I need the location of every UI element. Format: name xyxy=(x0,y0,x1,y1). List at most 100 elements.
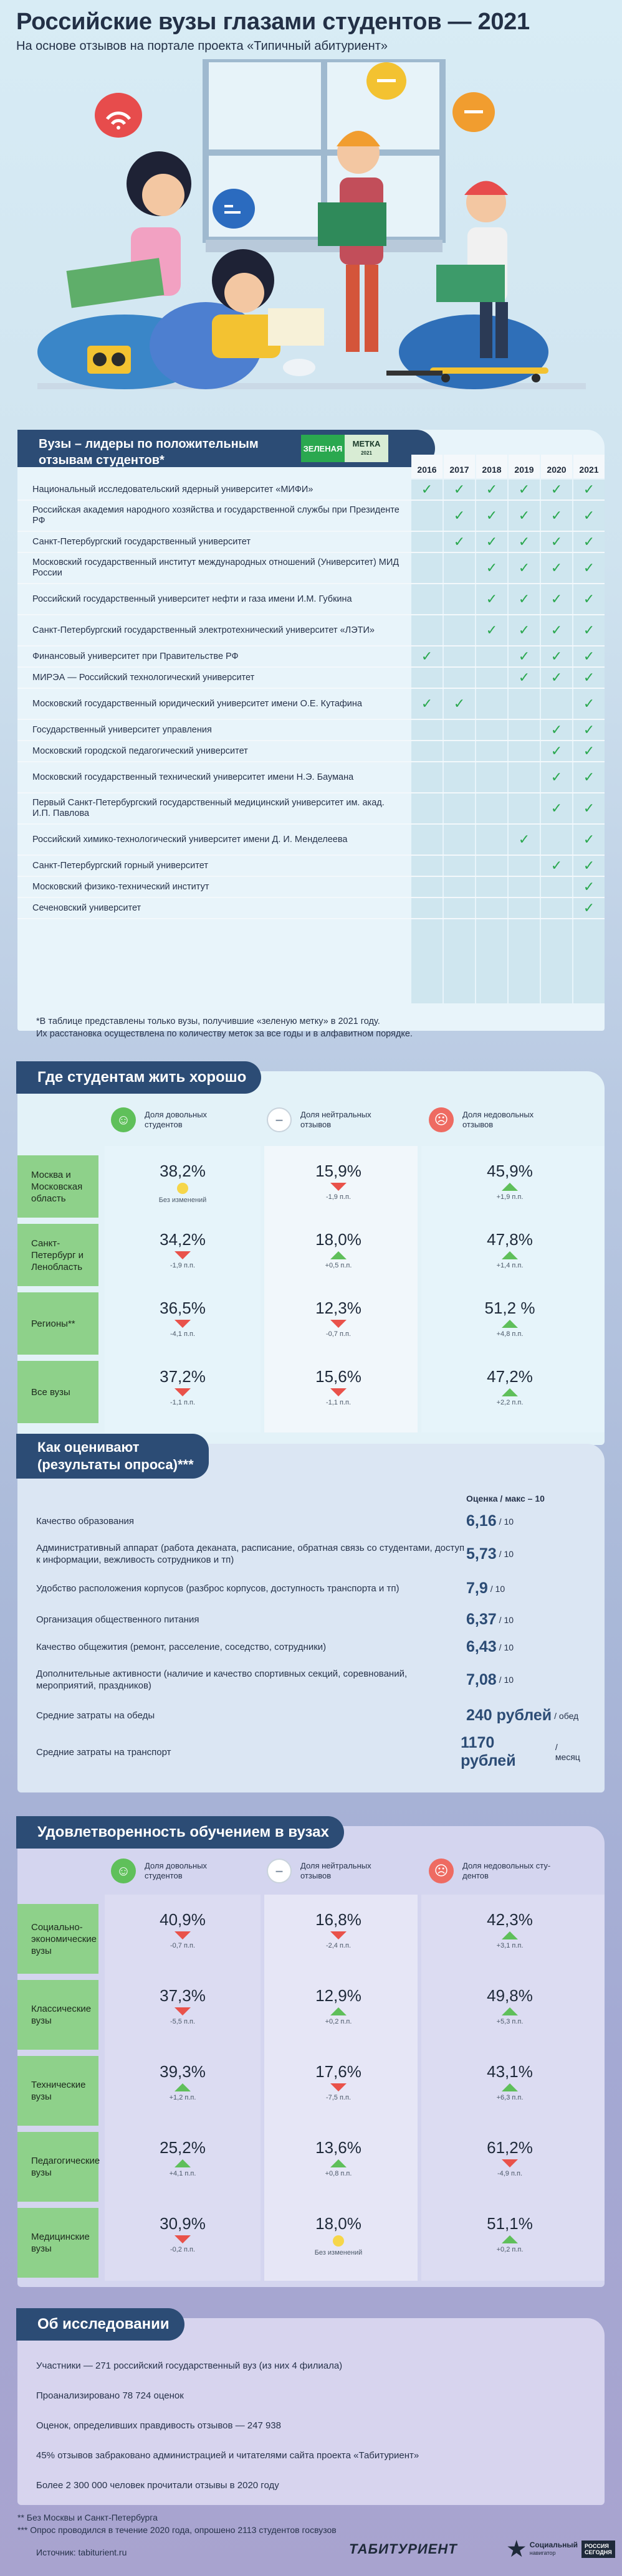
value-cell-pos: 30,9% -0,2 п.п. xyxy=(127,2214,239,2253)
badge-year: 2021 xyxy=(361,450,372,456)
percent-value: 51,1% xyxy=(487,2214,533,2233)
percent-value: 37,2% xyxy=(160,1367,206,1386)
page-subtitle: На основе отзывов на портале проекта «Ти… xyxy=(16,39,388,53)
survey-unit: / 10 xyxy=(499,1614,514,1625)
value-cell-pos: 38,2% Без изменений xyxy=(127,1162,239,1204)
percent-value: 37,3% xyxy=(160,1986,206,2005)
row-label: Медицинские вузы xyxy=(17,2208,98,2278)
leaders-title-line2: отзывам студентов* xyxy=(39,453,165,467)
check-icon: ✓ xyxy=(486,591,498,607)
empty-mark xyxy=(444,724,475,736)
survey-unit: / 10 xyxy=(499,1516,514,1527)
check-icon: ✓ xyxy=(518,831,530,847)
check-icon: ✓ xyxy=(518,481,530,497)
university-name: Московский государственный юридический у… xyxy=(32,698,362,709)
empty-mark xyxy=(411,724,443,736)
satisfaction-title: Удовлетворенность обучением в вузах xyxy=(16,1816,344,1849)
value-cell-neg: 51,1% +0,2 п.п. xyxy=(454,2214,566,2253)
survey-criterion: Административный аппарат (работа деканат… xyxy=(36,1543,465,1565)
university-name: Московский государственный технический у… xyxy=(32,772,354,782)
down-arrow-icon xyxy=(330,1183,347,1191)
row-label: Педагогические вузы xyxy=(17,2132,100,2202)
empty-mark xyxy=(411,833,443,846)
social-navigator-logo: Социальный навигатор РОССИЯ СЕГОДНЯ xyxy=(507,2540,615,2559)
survey-score: 5,73 xyxy=(466,1545,497,1563)
percent-value: 36,5% xyxy=(160,1299,206,1317)
up-arrow-icon xyxy=(502,2235,518,2243)
percent-value: 16,8% xyxy=(315,1910,361,1929)
table-row: Государственный университет управления ✓ ✓ xyxy=(17,720,605,741)
leaders-panel: Вузы – лидеры по положительным отзывам с… xyxy=(17,430,605,1031)
percent-value: 47,8% xyxy=(487,1230,533,1249)
empty-mark xyxy=(476,881,507,893)
change-value: Без изменений xyxy=(314,2249,363,2256)
year-columns xyxy=(410,480,605,1003)
empty-mark xyxy=(476,745,507,757)
leaders-footnote-line1: *В таблице представлены только вузы, пол… xyxy=(36,1016,380,1026)
table-row: Сеченовский университет ✓ xyxy=(17,898,605,919)
value-cell-neu: 15,6% -1,1 п.п. xyxy=(282,1367,395,1406)
change-value: +0,2 п.п. xyxy=(496,2246,524,2253)
year-2016: 2016 xyxy=(411,455,443,478)
satisfaction-col-pos: Доля довольных студентов xyxy=(145,1861,208,1880)
change-value: -0,7 п.п. xyxy=(170,1942,196,1949)
survey-row: Средние затраты на обеды 240 рублей / обед xyxy=(36,1707,585,1725)
up-arrow-icon xyxy=(502,2007,518,2015)
survey-title-line2: (результаты опроса)*** xyxy=(37,1457,194,1472)
survey-criterion: Удобство расположения корпусов (разброс … xyxy=(36,1583,400,1594)
down-arrow-icon xyxy=(175,1251,191,1259)
satisfaction-col-neu: Доля нейтральных отзывов xyxy=(300,1861,371,1880)
badge-right: МЕТКА 2021 xyxy=(345,435,388,462)
tabiturient-logo: ТАБИТУРИЕНТ xyxy=(349,2541,457,2557)
check-icon: ✓ xyxy=(583,648,595,664)
year-marks: ✓ ✓ xyxy=(410,859,605,873)
survey-unit: / 10 xyxy=(499,1675,514,1685)
percent-value: 18,0% xyxy=(315,1230,361,1249)
value-cell-pos: 25,2% +4,1 п.п. xyxy=(127,2138,239,2177)
check-icon: ✓ xyxy=(583,534,595,549)
down-arrow-icon xyxy=(175,2007,191,2015)
check-icon: ✓ xyxy=(453,696,466,711)
value-cell-neg: 47,2% +2,2 п.п. xyxy=(454,1367,566,1406)
percent-value: 12,3% xyxy=(315,1299,361,1317)
empty-mark xyxy=(541,833,572,846)
about-item: Участники — 271 российский государственн… xyxy=(36,2361,343,2371)
check-icon: ✓ xyxy=(421,648,433,664)
empty-mark xyxy=(411,509,443,522)
hero-illustration xyxy=(0,56,622,399)
check-icon: ✓ xyxy=(583,622,595,638)
year-marks: ✓ ✓ ✓ ✓ xyxy=(410,650,605,663)
check-icon: ✓ xyxy=(550,769,563,785)
year-marks: ✓ ✓ xyxy=(410,744,605,758)
leaders-table: Национальный исследовательский ядерный у… xyxy=(17,480,605,919)
wifi-bubble xyxy=(95,93,142,138)
empty-mark xyxy=(541,698,572,710)
up-arrow-icon xyxy=(502,2083,518,2091)
check-icon: ✓ xyxy=(583,900,595,916)
empty-mark xyxy=(411,671,443,684)
empty-mark xyxy=(411,902,443,914)
survey-unit: / 10 xyxy=(499,1549,514,1559)
survey-score: 240 рублей xyxy=(466,1707,552,1724)
living-header: ☺ Доля довольных студентов – Доля нейтра… xyxy=(17,1094,605,1146)
university-name: Санкт-Петербургский государственный унив… xyxy=(32,536,251,547)
check-icon: ✓ xyxy=(583,879,595,894)
change-value: -1,1 п.п. xyxy=(170,1399,196,1406)
survey-title: Как оценивают (результаты опроса)*** xyxy=(16,1434,209,1479)
value-cell-neu: 12,3% -0,7 п.п. xyxy=(282,1299,395,1338)
survey-unit: / обед xyxy=(554,1710,579,1721)
down-arrow-icon xyxy=(330,1388,347,1396)
living-col-neg: Доля недовольных отзывов xyxy=(462,1110,534,1129)
percent-value: 18,0% xyxy=(315,2214,361,2233)
empty-mark xyxy=(411,745,443,757)
empty-mark xyxy=(444,859,475,872)
percent-value: 39,3% xyxy=(160,2062,206,2081)
empty-mark xyxy=(476,859,507,872)
change-value: +0,2 п.п. xyxy=(325,2018,352,2025)
change-value: +4,1 п.п. xyxy=(169,2170,196,2177)
survey-criterion: Организация общественного питания xyxy=(36,1614,199,1625)
university-name: Государственный университет управления xyxy=(32,724,212,735)
year-marks: ✓ ✓ xyxy=(410,723,605,737)
percent-value: 51,2 % xyxy=(484,1299,535,1317)
empty-mark xyxy=(509,881,540,893)
